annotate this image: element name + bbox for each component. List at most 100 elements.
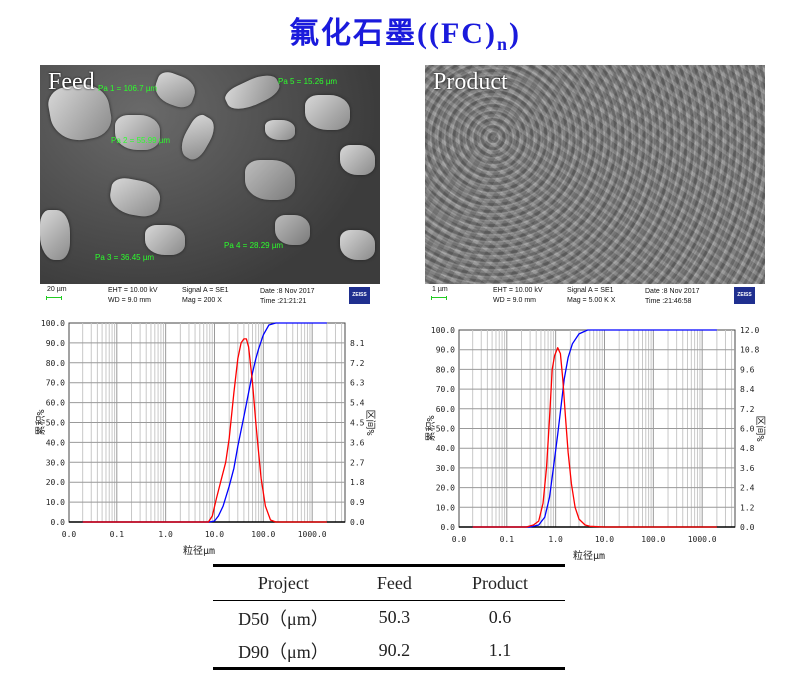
time: Time :21:46:58 bbox=[645, 298, 692, 305]
scale-bar bbox=[46, 296, 62, 300]
eht: EHT = 10.00 kV bbox=[108, 287, 158, 294]
y-tick-label: 50.0 bbox=[436, 425, 455, 434]
wd: WD = 9.0 mm bbox=[493, 297, 536, 304]
measurement-label: Pa 5 = 15.26 µm bbox=[278, 77, 338, 86]
feed-sem-image: Feed Pa 1 = 106.7 µm Pa 2 = 55.99 µm Pa … bbox=[40, 65, 380, 307]
y2-tick-label: 9.6 bbox=[740, 365, 755, 374]
product-label: Product bbox=[433, 69, 508, 95]
y2-tick-label: 8.1 bbox=[350, 339, 365, 348]
y-tick-label: 50.0 bbox=[46, 419, 65, 428]
y-tick-label: 0.0 bbox=[51, 518, 66, 527]
eht: EHT = 10.00 kV bbox=[493, 287, 543, 294]
cell: D90（μm） bbox=[213, 634, 354, 670]
x-tick-label: 0.0 bbox=[452, 535, 467, 544]
header-cell: Product bbox=[435, 564, 565, 601]
x-axis-label: 粒径μm bbox=[573, 549, 605, 562]
y2-tick-label: 7.2 bbox=[740, 405, 755, 414]
y2-tick-label: 3.6 bbox=[740, 464, 755, 473]
y-tick-label: 60.0 bbox=[46, 399, 65, 408]
y-tick-label: 90.0 bbox=[436, 346, 455, 355]
product-sem-image: Product 1 µm EHT = 10.00 kV WD = 9.0 mm … bbox=[425, 65, 765, 307]
y2-axis-label: 区间% bbox=[754, 415, 767, 441]
title-subscript: n bbox=[496, 34, 509, 54]
header-cell: Feed bbox=[353, 564, 436, 601]
y2-axis-label: 区间% bbox=[364, 409, 377, 435]
cumulative-series-line bbox=[82, 322, 327, 523]
x-tick-label: 1.0 bbox=[158, 530, 173, 539]
y2-tick-label: 10.8 bbox=[740, 346, 759, 355]
x-tick-label: 100.0 bbox=[251, 530, 275, 539]
zeiss-logo: ZEISS bbox=[734, 287, 755, 304]
y-tick-label: 90.0 bbox=[46, 339, 65, 348]
page-title: 氟化石墨((FC)n) bbox=[0, 8, 810, 55]
y-tick-label: 30.0 bbox=[46, 458, 65, 467]
x-tick-label: 100.0 bbox=[641, 535, 665, 544]
y2-tick-label: 2.7 bbox=[350, 458, 365, 467]
interval-series-line bbox=[472, 347, 717, 528]
sem-info-bar: 20 µm EHT = 10.00 kV WD = 9.0 mm Signal … bbox=[40, 284, 380, 307]
signal: Signal A = SE1 bbox=[182, 287, 229, 294]
table-row: D50（μm） 50.3 0.6 bbox=[213, 601, 565, 635]
table-row: D90（μm） 90.2 1.1 bbox=[213, 634, 565, 670]
y-tick-label: 40.0 bbox=[436, 444, 455, 453]
y2-tick-label: 6.0 bbox=[740, 425, 755, 434]
scale-label: 1 µm bbox=[432, 286, 448, 293]
y-tick-label: 20.0 bbox=[436, 484, 455, 493]
y-tick-label: 30.0 bbox=[436, 464, 455, 473]
particle-size-table: Project Feed Product D50（μm） 50.3 0.6 D9… bbox=[213, 564, 565, 670]
title-close: ) bbox=[508, 17, 521, 50]
x-tick-label: 0.1 bbox=[110, 530, 125, 539]
y2-tick-label: 0.9 bbox=[350, 498, 365, 507]
y-tick-label: 60.0 bbox=[436, 405, 455, 414]
cell: 90.2 bbox=[353, 634, 436, 670]
y-tick-label: 40.0 bbox=[46, 438, 65, 447]
title-text: 氟化石墨((FC) bbox=[289, 17, 497, 50]
wd: WD = 9.0 mm bbox=[108, 297, 151, 304]
y2-tick-label: 4.8 bbox=[740, 444, 755, 453]
y2-tick-label: 2.4 bbox=[740, 484, 755, 493]
y-tick-label: 0.0 bbox=[441, 523, 456, 532]
y2-tick-label: 0.0 bbox=[740, 523, 755, 532]
sem-info-bar: 1 µm EHT = 10.00 kV WD = 9.0 mm Signal A… bbox=[425, 284, 765, 307]
measurement-label: Pa 1 = 106.7 µm bbox=[98, 84, 158, 93]
magnification: Mag = 5.00 K X bbox=[567, 297, 616, 304]
cell: D50（μm） bbox=[238, 608, 329, 629]
measurement-label: Pa 3 = 36.45 µm bbox=[95, 253, 155, 262]
y2-tick-label: 1.2 bbox=[740, 503, 755, 512]
y2-tick-label: 6.3 bbox=[350, 379, 365, 388]
signal: Signal A = SE1 bbox=[567, 287, 614, 294]
y-tick-label: 80.0 bbox=[46, 359, 65, 368]
cumulative-series-line bbox=[472, 329, 717, 528]
y2-tick-label: 3.6 bbox=[350, 438, 365, 447]
time: Time :21:21:21 bbox=[260, 298, 307, 305]
y2-tick-label: 12.0 bbox=[740, 326, 759, 335]
scale-label: 20 µm bbox=[47, 286, 67, 293]
y-tick-label: 70.0 bbox=[436, 385, 455, 394]
x-axis-label: 粒径μm bbox=[183, 544, 215, 557]
x-tick-label: 0.1 bbox=[500, 535, 515, 544]
date: Date :8 Nov 2017 bbox=[645, 288, 700, 295]
x-tick-label: 0.0 bbox=[62, 530, 77, 539]
zeiss-logo: ZEISS bbox=[349, 287, 370, 304]
x-tick-label: 1000.0 bbox=[688, 535, 717, 544]
date: Date :8 Nov 2017 bbox=[260, 288, 315, 295]
x-tick-label: 10.0 bbox=[595, 535, 614, 544]
y-tick-label: 70.0 bbox=[46, 379, 65, 388]
y2-tick-label: 0.0 bbox=[350, 518, 365, 527]
cell: 1.1 bbox=[435, 634, 565, 670]
y-axis-label: 累积% bbox=[425, 415, 437, 441]
y-axis-label: 累积% bbox=[35, 409, 47, 435]
measurement-label: Pa 2 = 55.99 µm bbox=[111, 136, 171, 145]
y-tick-label: 20.0 bbox=[46, 478, 65, 487]
y2-tick-label: 8.4 bbox=[740, 385, 755, 394]
measurement-label: Pa 4 = 28.29 µm bbox=[224, 241, 284, 250]
y2-tick-label: 5.4 bbox=[350, 399, 365, 408]
y2-tick-label: 1.8 bbox=[350, 478, 365, 487]
interval-series-line bbox=[82, 338, 327, 523]
y-tick-label: 10.0 bbox=[46, 498, 65, 507]
x-tick-label: 10.0 bbox=[205, 530, 224, 539]
y2-tick-label: 4.5 bbox=[350, 419, 365, 428]
magnification: Mag = 200 X bbox=[182, 297, 222, 304]
x-tick-label: 1000.0 bbox=[298, 530, 327, 539]
